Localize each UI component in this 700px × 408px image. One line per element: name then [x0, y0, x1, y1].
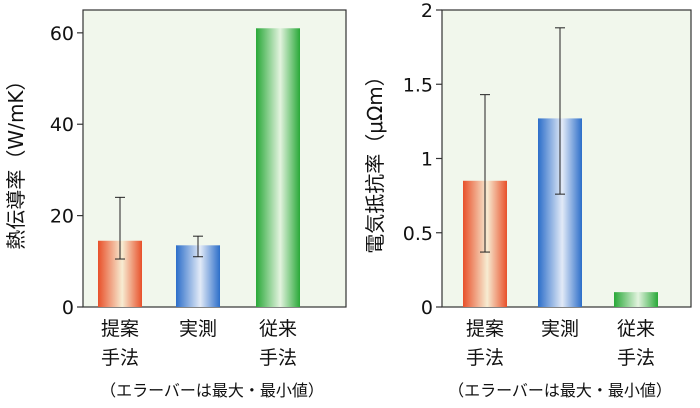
y-axis-title: 熱伝導率（W/mK）	[4, 70, 28, 249]
y-tick-label: 1.5	[403, 74, 433, 96]
y-tick-label: 2	[421, 0, 433, 22]
y-ticks: 0 20 40 60	[50, 23, 83, 319]
y-tick-label: 20	[50, 206, 74, 228]
y-tick-label: 0	[62, 297, 74, 319]
category-label: 手法	[617, 347, 655, 369]
error-bar-note: （エラーバーは最大・最小値）	[448, 381, 672, 400]
y-tick-label: 0	[421, 297, 433, 319]
category-label: 提案	[101, 318, 139, 340]
y-tick-label: 60	[50, 23, 74, 45]
y-tick-label: 1	[421, 149, 433, 171]
y-axis-title: 電気抵抗率（μΩm）	[363, 66, 387, 254]
category-label: 提案	[466, 318, 504, 340]
category-label: 実測	[541, 318, 579, 340]
category-label: 手法	[466, 347, 504, 369]
y-tick-label: 40	[50, 114, 74, 136]
error-bar-note: （エラーバーは最大・最小値）	[100, 381, 324, 400]
y-ticks: 0 0.5 1 1.5 2	[403, 0, 442, 319]
bar	[256, 28, 300, 308]
bar	[614, 292, 658, 307]
error-bars	[480, 27, 565, 253]
y-tick-label: 0.5	[403, 223, 433, 245]
category-label: 従来	[617, 318, 655, 340]
category-label: 従来	[259, 318, 297, 340]
category-label: 手法	[259, 347, 297, 369]
category-label: 実測	[179, 318, 217, 340]
error-bars	[115, 196, 203, 260]
category-label: 手法	[101, 347, 139, 369]
